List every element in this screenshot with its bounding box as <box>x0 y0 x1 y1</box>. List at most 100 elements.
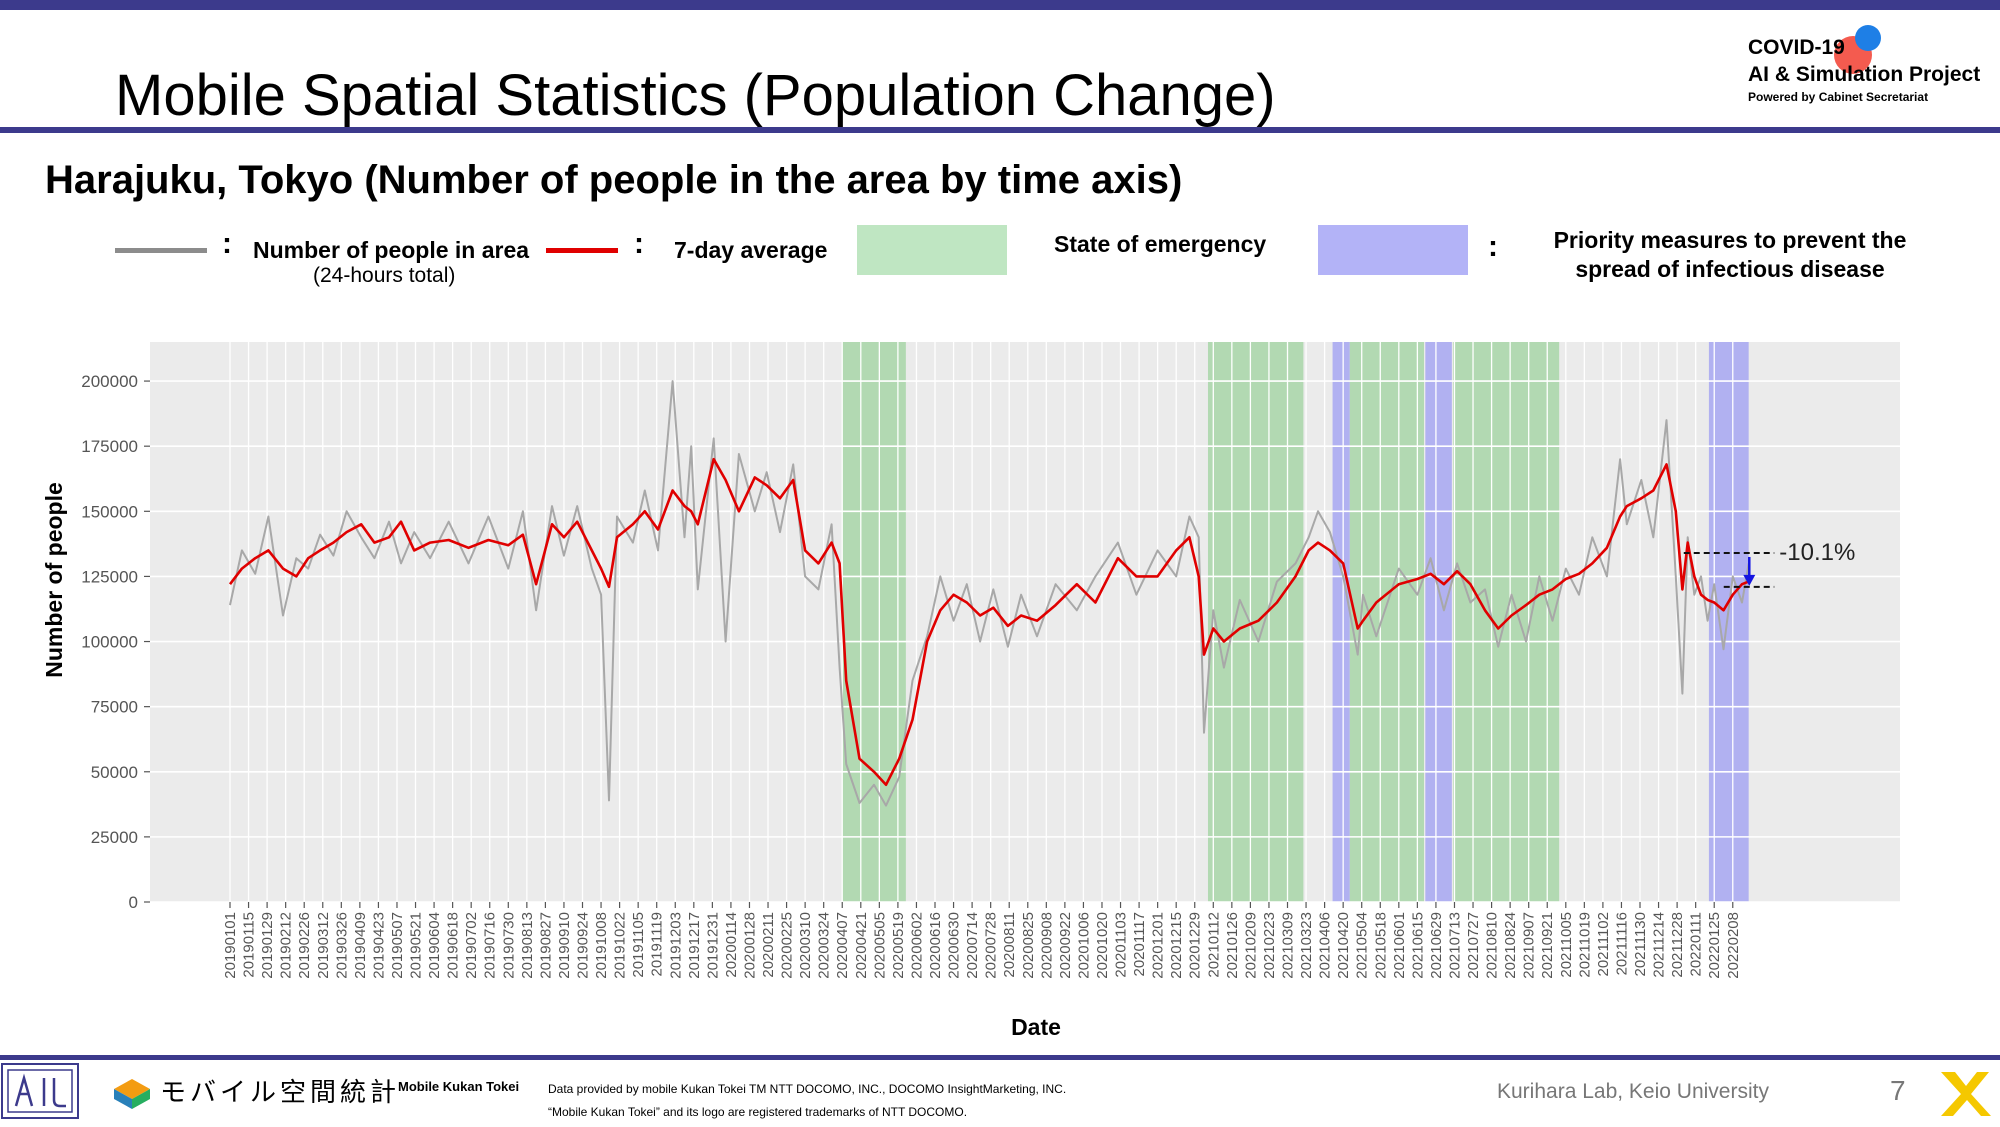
x-tick-label: 20200114 <box>723 912 740 978</box>
legend-colon: : <box>634 227 644 260</box>
x-tick-label: 20210713 <box>1446 912 1463 979</box>
x-tick-label: 20200519 <box>890 912 907 979</box>
data-provider-text: Data provided by mobile Kukan Tokei TM N… <box>548 1078 1066 1124</box>
legend-raw-label: Number of people in area <box>253 237 530 263</box>
x-tick-label: 20210615 <box>1409 912 1426 979</box>
annotation-label: -10.1% <box>1779 539 1855 566</box>
x-tick-label: 20191008 <box>593 912 610 979</box>
x-tick-label: 20200811 <box>1001 912 1018 978</box>
legend-avg-swatch <box>546 248 618 253</box>
annotation-arrow-head <box>1743 574 1756 586</box>
legend-raw-swatch <box>115 248 207 253</box>
x-tick-label: 20211116 <box>1613 912 1630 975</box>
priority-period <box>1425 342 1452 902</box>
legend-avg-label: 7-day average <box>674 237 828 263</box>
x-tick-label: 20191022 <box>612 912 629 979</box>
keio-logo-icon <box>1 1063 79 1119</box>
x-tick-label: 20190226 <box>296 912 313 979</box>
population-chart: 0 25000 50000 75000 100000 125000 150000 175000… <box>41 342 1900 1040</box>
x-tick-label: 20200211 <box>760 912 777 978</box>
x-tick-label: 20200310 <box>797 912 814 979</box>
x-tick-label: 20210810 <box>1484 912 1501 979</box>
raw-series-layer <box>229 380 1750 807</box>
x-tick-label: 20210921 <box>1539 912 1556 979</box>
x-tick-label: 20190604 <box>426 912 443 979</box>
x-tick-label: 20220125 <box>1706 912 1723 979</box>
x-tick-label: 20190730 <box>500 912 517 979</box>
x-tick-label: 20190423 <box>370 912 387 979</box>
x-tick-label: 20190924 <box>575 912 592 979</box>
x-tick-label: 20190212 <box>278 912 295 979</box>
x-tick-label: 20211019 <box>1576 912 1593 978</box>
y-tick-label: 25000 <box>91 828 138 847</box>
x-tick-label: 20200324 <box>816 912 833 979</box>
legend-priority-label-1: Priority measures to prevent the <box>1553 227 1907 253</box>
plot-background <box>150 342 1900 902</box>
dots-icon <box>1834 25 1881 74</box>
x-tick-label: 20210420 <box>1335 912 1352 979</box>
x-tick-label: 20200714 <box>964 912 981 979</box>
avg-series-layer <box>228 457 1750 787</box>
x-tick-label: 20210907 <box>1521 912 1538 979</box>
x-tick-label: 20190101 <box>222 912 239 979</box>
x-tick-label: 20190910 <box>556 912 573 979</box>
legend-colon: : <box>222 227 232 260</box>
x-tick-label: 20200825 <box>1020 912 1037 979</box>
legend-colon: : <box>1488 230 1498 263</box>
project-line-3: Powered by Cabinet Secretariat <box>1748 90 1929 104</box>
y-tick-label: 100000 <box>81 633 138 652</box>
x-tick-label: 20200407 <box>834 912 851 979</box>
x-tick-label: 20191203 <box>667 912 684 979</box>
x-tick-label: 20190409 <box>352 912 369 979</box>
x-tick-label: 20210727 <box>1465 912 1482 979</box>
x-tick-label: 20200505 <box>871 912 888 979</box>
y-tick-label: 50000 <box>91 763 138 782</box>
x-tick-label: 20210629 <box>1428 912 1445 979</box>
x-tick-label: 20211130 <box>1632 912 1649 977</box>
y-axis: 0 25000 50000 75000 100000 125000 150000 175000… <box>81 372 150 912</box>
chart-legend: : Number of people in area (24-hours tot… <box>0 225 2000 295</box>
x-tick-label: 20191105 <box>630 912 647 978</box>
x-tick-label: 20201006 <box>1075 912 1092 979</box>
x-tick-label: 20190813 <box>519 912 536 979</box>
x-tick-label: 20200616 <box>927 912 944 979</box>
x-tick-label: 20211005 <box>1558 912 1575 978</box>
x-tick-label: 20211214 <box>1651 912 1668 978</box>
emergency-period <box>842 342 906 902</box>
legend-raw-sublabel: (24-hours total) <box>313 264 456 287</box>
y-tick-label: 175000 <box>81 437 138 456</box>
x-tick-label: 20190716 <box>482 912 499 979</box>
page-number: 7 <box>1890 1075 1906 1106</box>
priority-period <box>1708 342 1749 902</box>
x-tick-label: 20210406 <box>1317 912 1334 979</box>
x-tick-label: 20200602 <box>908 912 925 979</box>
lab-name: Kurihara Lab, Keio University <box>1497 1080 1769 1103</box>
x-tick-label: 20190326 <box>333 912 350 979</box>
y-tick-label: 0 <box>129 893 138 912</box>
cube-logo-icon <box>114 1079 150 1110</box>
x-tick-label: 20200630 <box>946 912 963 979</box>
legend-emergency-swatch <box>857 225 1007 275</box>
x-tick-label: 20220111 <box>1688 912 1705 977</box>
grid-lines <box>150 342 1900 903</box>
priority-period <box>1332 342 1350 902</box>
x-tick-label: 20200225 <box>779 912 796 979</box>
x-tick-label: 20201117 <box>1131 912 1148 977</box>
chart-subtitle: Harajuku, Tokyo (Number of people in the… <box>45 158 1183 202</box>
mobile-kukan-tokei-logo: モバイル空間統計 <box>110 1072 400 1111</box>
x-tick-label: 20190312 <box>315 912 332 979</box>
logo-ja-text: モバイル空間統計 <box>160 1077 401 1107</box>
x-tick-label: 20200728 <box>983 912 1000 979</box>
x-tick-label: 20201201 <box>1150 912 1167 979</box>
project-logo-text: COVID-19 AI & Simulation Project Powered… <box>1748 34 1980 106</box>
x-tick-label: 20191119 <box>649 912 666 977</box>
y-tick-label: 75000 <box>91 698 138 717</box>
project-line-1: COVID-19 <box>1748 36 1845 59</box>
project-line-2: AI & Simulation Project <box>1748 63 1981 86</box>
x-logo <box>1935 1066 1995 1121</box>
legend-priority-swatch <box>1318 225 1468 275</box>
x-tick-label: 20210209 <box>1242 912 1259 979</box>
x-tick-label: 20210112 <box>1205 912 1222 978</box>
x-tick-label: 20210824 <box>1502 912 1519 979</box>
avg-series-line <box>228 457 1750 787</box>
